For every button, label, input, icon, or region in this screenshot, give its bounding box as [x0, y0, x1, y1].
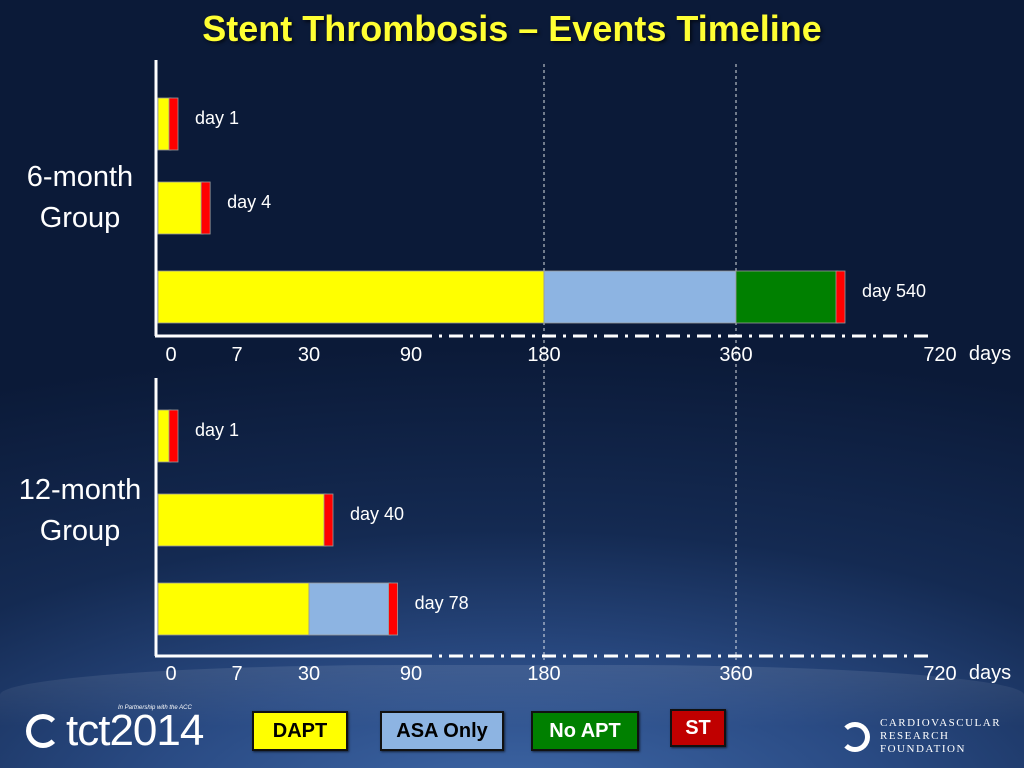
x-tick-label: 90	[400, 663, 422, 685]
group-label-line: 6-month	[26, 161, 134, 193]
x-tick-label: 180	[527, 663, 560, 685]
crf-line: RESEARCH	[880, 730, 950, 742]
x-tick-label: 360	[719, 344, 752, 366]
bar-segment-asa-only	[543, 270, 737, 324]
tct-swirl-icon	[26, 714, 60, 748]
legend-item-asa-only: ASA Only	[380, 711, 504, 751]
x-tick-label: 360	[719, 663, 752, 685]
event-day-label: day 1	[195, 420, 239, 440]
st-event-marker	[323, 493, 334, 547]
group-label-line: Group	[39, 202, 121, 234]
tct-tagline: In Partnership with the ACC	[118, 705, 192, 711]
x-tick-label: 720	[923, 663, 956, 685]
x-axis-unit-label: days	[969, 662, 1011, 684]
event-day-label: day 78	[415, 593, 469, 613]
crf-line: CARDIOVASCULAR	[880, 717, 1002, 729]
st-event-marker	[200, 181, 211, 235]
x-axis-unit-label: days	[969, 343, 1011, 365]
x-tick-label: 90	[400, 344, 422, 366]
legend-label: ST	[685, 716, 711, 739]
legend-label: ASA Only	[396, 719, 488, 742]
tct-logo: tct2014 In Partnership with the ACC	[26, 705, 204, 756]
legend-item-no-apt: No APT	[531, 711, 639, 751]
crf-mark-icon	[840, 721, 870, 752]
group-label-12-month: 12-month Group	[5, 470, 155, 552]
bar-segment-asa-only	[308, 582, 391, 636]
group-label-6-month: 6-month Group	[5, 157, 155, 239]
event-day-label: day 40	[350, 504, 404, 524]
st-event-marker	[168, 97, 179, 151]
bar-segment-no-apt	[735, 270, 839, 324]
bar-segment-dapt	[157, 493, 327, 547]
crf-logo: CARDIOVASCULAR RESEARCH FOUNDATION	[840, 717, 1001, 756]
group-label-line: 12-month	[18, 474, 142, 506]
x-tick-label: 0	[165, 663, 176, 685]
x-tick-label: 180	[527, 344, 560, 366]
event-day-label: day 1	[195, 108, 239, 128]
st-event-marker	[168, 409, 179, 463]
x-tick-label: 0	[165, 344, 176, 366]
page-title: Stent Thrombosis – Events Timeline	[202, 8, 822, 49]
x-tick-label: 30	[298, 344, 320, 366]
event-day-label: day 4	[227, 192, 271, 212]
legend-label: No APT	[549, 719, 621, 742]
bar-segment-dapt	[157, 582, 310, 636]
st-event-marker	[388, 582, 399, 636]
x-tick-label: 30	[298, 663, 320, 685]
legend-item-st: ST	[670, 709, 726, 747]
x-tick-label: 7	[231, 663, 242, 685]
bar-segment-dapt	[157, 181, 204, 235]
x-tick-label: 720	[923, 344, 956, 366]
bar-segment-dapt	[157, 270, 545, 324]
legend-label: DAPT	[272, 719, 328, 742]
legend-item-dapt: DAPT	[252, 711, 348, 751]
st-event-marker	[835, 270, 846, 324]
tct-logo-text: tct2014	[66, 706, 204, 755]
x-tick-label: 7	[231, 344, 242, 366]
crf-line: FOUNDATION	[880, 743, 966, 755]
event-day-label: day 540	[862, 281, 926, 301]
group-label-line: Group	[39, 515, 121, 547]
